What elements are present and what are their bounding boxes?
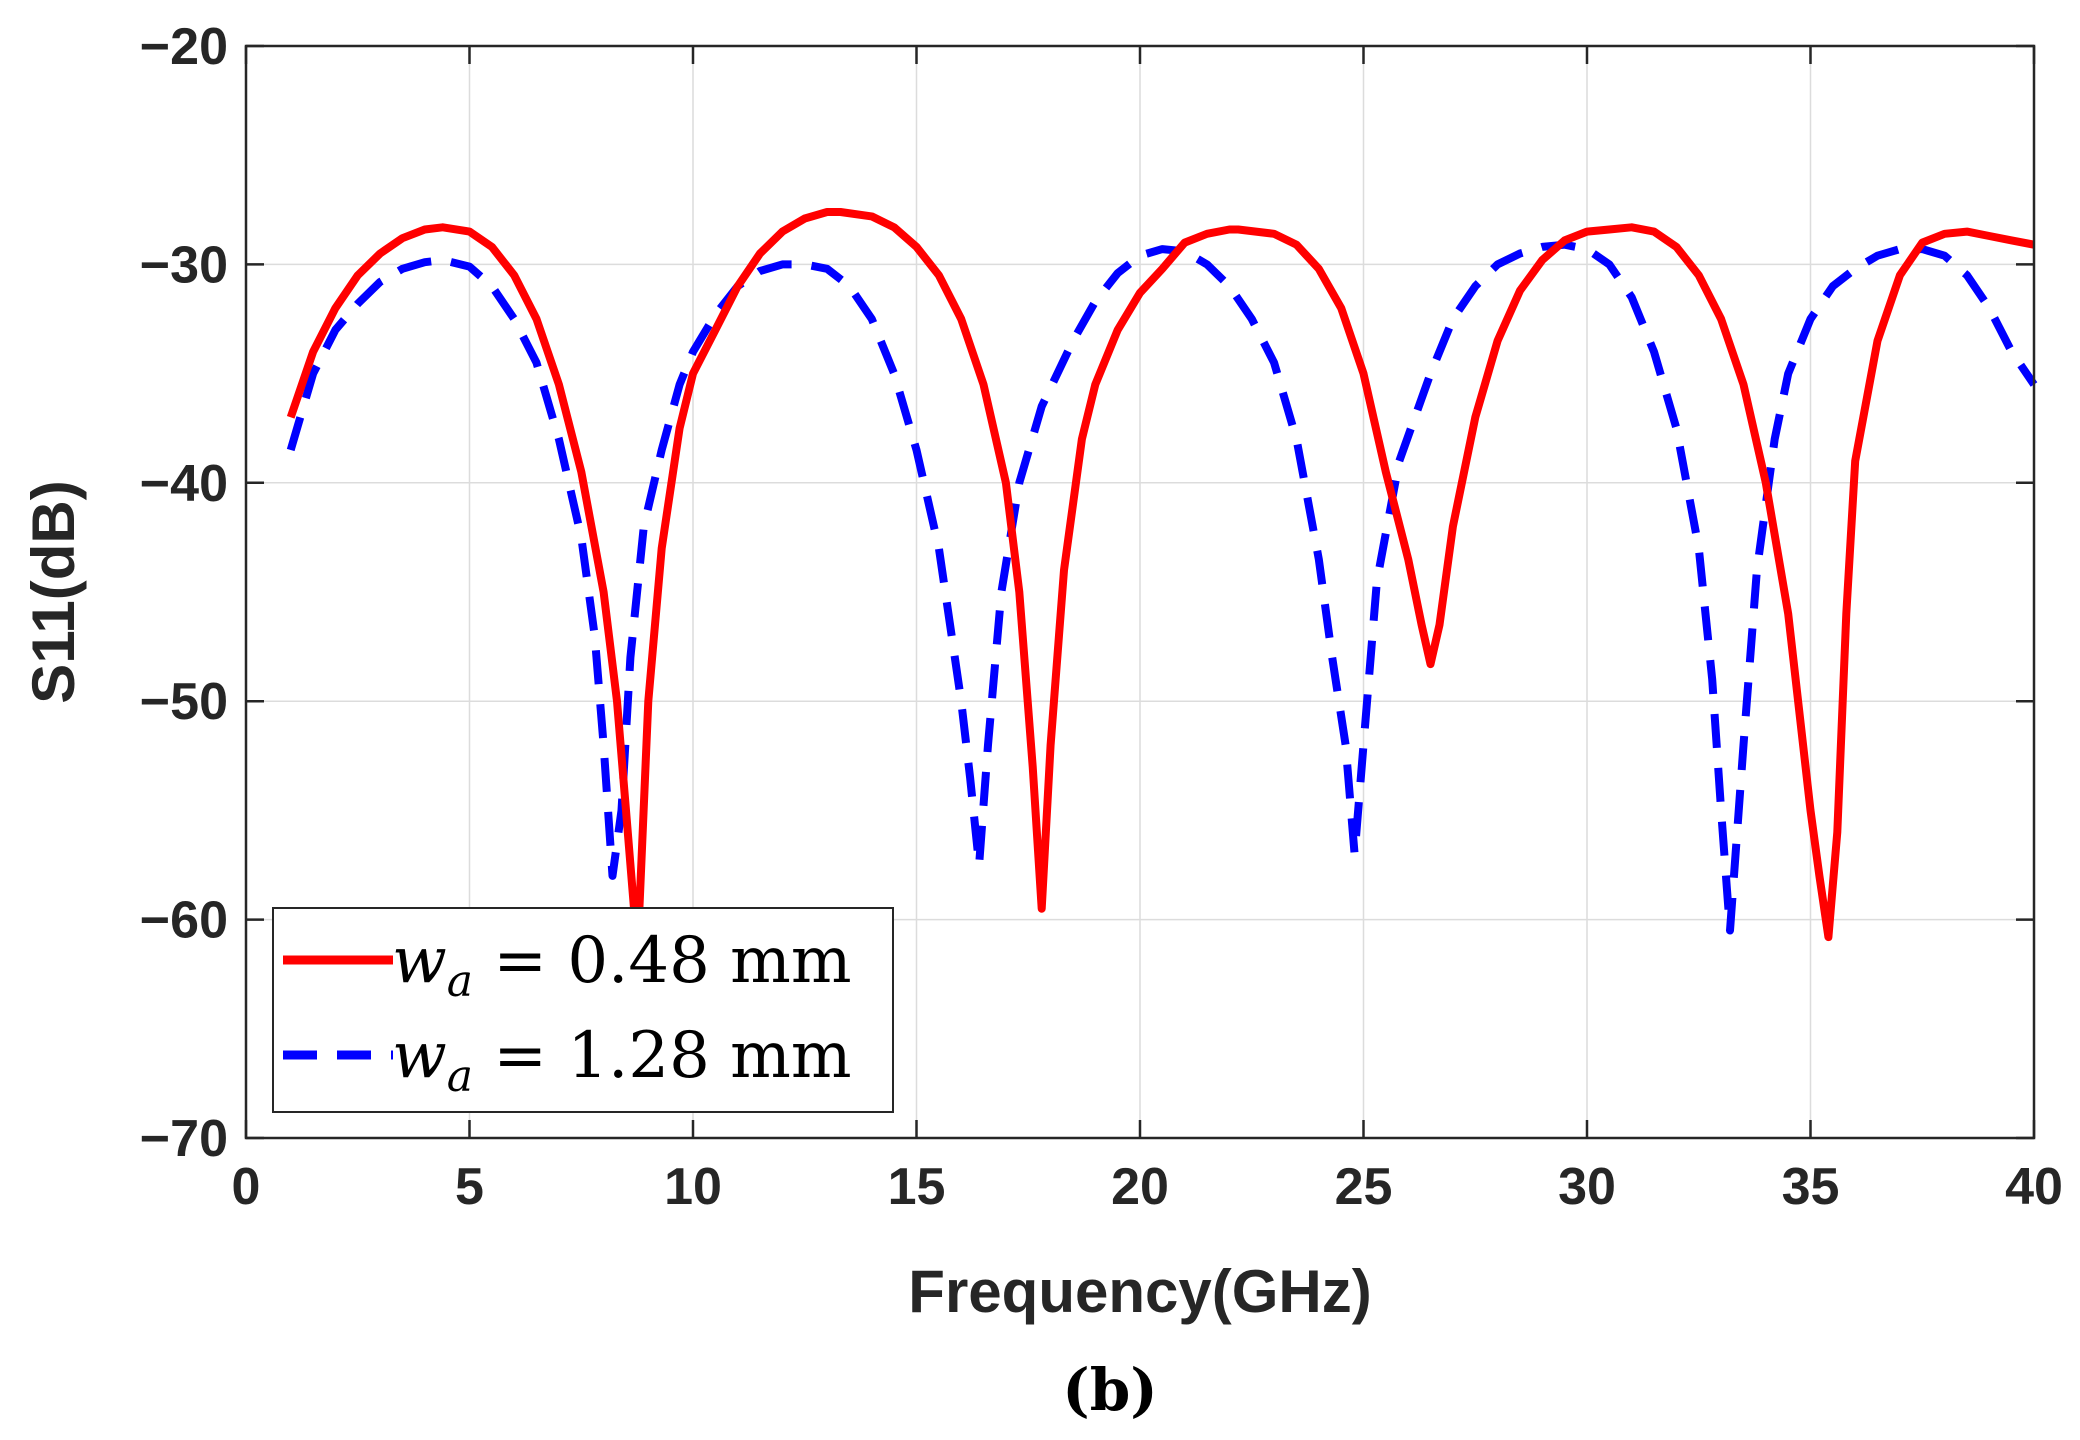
legend-label-series-2: wa = 1.28 mm (392, 1019, 852, 1102)
x-tick-label: 0 (232, 1158, 261, 1216)
y-tick-label: −70 (140, 1110, 228, 1168)
series-line-2 (286, 240, 2038, 935)
legend-var-series-1: w (392, 924, 447, 998)
y-tick-label: −60 (140, 892, 228, 950)
x-axis-label: Frequency(GHz) (908, 1258, 1371, 1325)
y-tick-label: −40 (140, 455, 228, 513)
legend-label-series-1: wa = 0.48 mm (392, 924, 852, 1007)
y-axis-label: S11(dB) (20, 480, 87, 703)
x-tick-label: 5 (455, 1158, 484, 1216)
legend: wa = 0.48 mm wa = 1.28 mm (272, 907, 894, 1113)
x-tick-label: 30 (1558, 1158, 1616, 1216)
x-tick-label: 20 (1111, 1158, 1169, 1216)
legend-rest-series-2: = 1.28 mm (473, 1019, 852, 1093)
figure-caption: (b) (1062, 1356, 1157, 1424)
legend-box (272, 907, 894, 1113)
series-line-1 (286, 208, 2035, 942)
y-tick-label: −20 (140, 18, 228, 76)
legend-sub-series-2: a (447, 1051, 473, 1102)
legend-rest-series-1: = 0.48 mm (473, 924, 852, 998)
x-tick-label: 40 (2005, 1158, 2063, 1216)
y-tick-label: −30 (140, 236, 228, 294)
legend-var-series-2: w (392, 1019, 447, 1093)
x-tick-label: 10 (664, 1158, 722, 1216)
x-tick-label: 15 (888, 1158, 946, 1216)
legend-sub-series-1: a (447, 956, 473, 1007)
x-tick-label: 25 (1335, 1158, 1393, 1216)
x-tick-label: 35 (1782, 1158, 1840, 1216)
axis-ticks: 0 5 10 15 20 25 30 35 40 −20 −30 −40 −50 −60 −70 (140, 18, 2063, 1216)
series-layer (286, 208, 2038, 942)
y-tick-label: −50 (140, 673, 228, 731)
